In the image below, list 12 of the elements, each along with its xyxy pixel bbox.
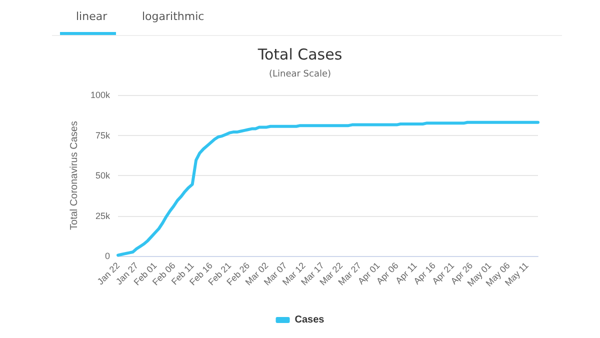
y-tick-label: 0 xyxy=(104,251,110,261)
legend-label: Cases xyxy=(294,314,325,326)
y-tick-label: 100k xyxy=(90,90,110,100)
line-series xyxy=(116,120,540,257)
chart-title: Total Cases xyxy=(256,46,342,64)
chart-subtitle: (Linear Scale) xyxy=(268,70,332,80)
y-tick-label: 75k xyxy=(95,130,110,140)
y-axis-title: Total Coronavirus Cases xyxy=(69,121,80,230)
text: logarithmic xyxy=(142,10,204,23)
text: linear xyxy=(76,10,108,23)
y-tick-label: 50k xyxy=(95,170,110,180)
y-tick-label: 25k xyxy=(95,210,110,221)
